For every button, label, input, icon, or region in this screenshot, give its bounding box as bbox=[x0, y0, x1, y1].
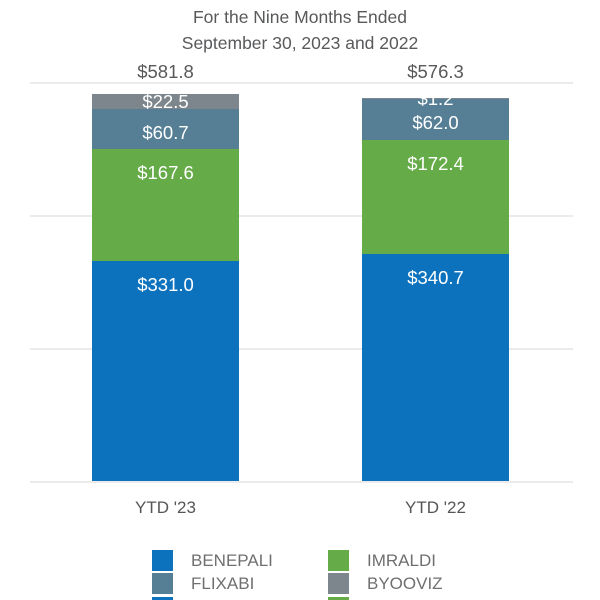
bar-segment-benepali[interactable] bbox=[362, 254, 509, 481]
legend-label-flixabi: FLIXABI bbox=[191, 574, 255, 593]
stacked-bar-ytd22: $340.7 $172.4 $62.0 $1.2 bbox=[362, 97, 509, 481]
legend-cutoff-swatch-0 bbox=[152, 597, 173, 600]
bar-segment-flixabi[interactable] bbox=[92, 109, 239, 150]
chart-title-line2: September 30, 2023 and 2022 bbox=[181, 33, 419, 53]
legend-swatch-flixabi bbox=[152, 573, 173, 594]
legend-cutoff-swatch-1 bbox=[328, 597, 349, 600]
legend-swatch-byooviz bbox=[328, 573, 349, 594]
legend-swatch-imraldi bbox=[328, 550, 349, 571]
bar-segment-byooviz[interactable] bbox=[362, 97, 509, 99]
chart-title: For the Nine Months Ended September 30, … bbox=[0, 4, 600, 56]
x-axis-label-ytd22: YTD '22 bbox=[405, 498, 466, 517]
total-value-label: $576.3 bbox=[407, 61, 464, 82]
gridline-400 bbox=[30, 215, 573, 217]
bar-segment-byooviz[interactable] bbox=[92, 94, 239, 110]
x-axis-label-ytd23: YTD '23 bbox=[135, 498, 196, 517]
bar-segment-imraldi[interactable] bbox=[92, 149, 239, 261]
bar-segment-flixabi[interactable] bbox=[362, 98, 509, 140]
gridline-0 bbox=[30, 481, 573, 483]
legend-label-byooviz: BYOOVIZ bbox=[367, 574, 443, 593]
chart-title-line1: For the Nine Months Ended bbox=[192, 7, 407, 27]
total-value-label: $581.8 bbox=[137, 61, 194, 82]
gridline-200 bbox=[30, 348, 573, 350]
legend-label-imraldi: IMRALDI bbox=[367, 551, 436, 570]
bar-segment-benepali[interactable] bbox=[92, 260, 239, 481]
gridline-600 bbox=[30, 82, 573, 84]
legend-swatch-benepali bbox=[152, 550, 173, 571]
bar-segment-imraldi[interactable] bbox=[362, 139, 509, 255]
legend-label-benepali: BENEPALI bbox=[191, 551, 273, 570]
stacked-bar-ytd23: $331.0 $167.6 $60.7 $22.5 bbox=[92, 94, 239, 481]
